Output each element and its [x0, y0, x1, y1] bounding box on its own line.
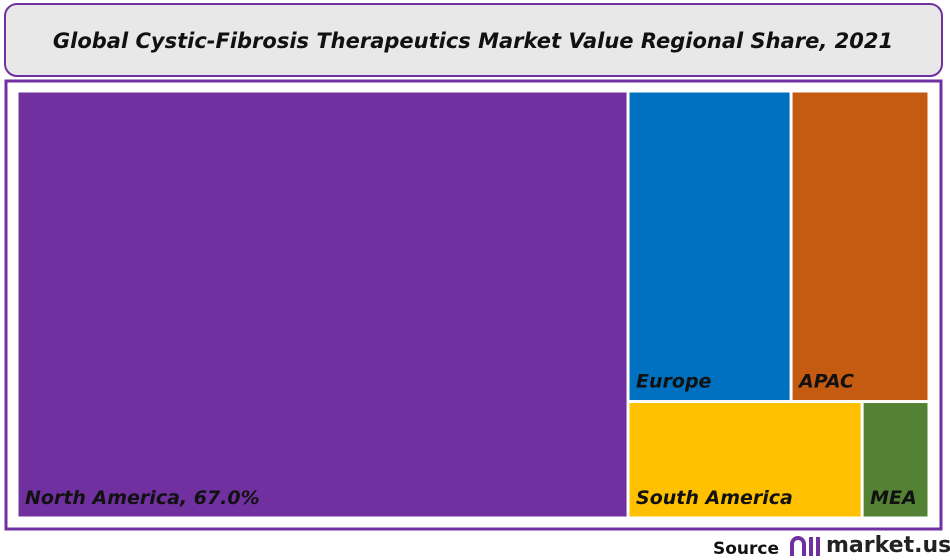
source-label: Source	[713, 539, 779, 559]
treemap-cell	[792, 92, 928, 401]
cell-label: Europe	[636, 371, 712, 393]
logo-text: market.us	[826, 533, 950, 558]
cell-label: South America	[636, 487, 793, 509]
treemap-cell	[629, 92, 790, 401]
logo-bar	[816, 537, 820, 556]
cell-label: North America, 67.0%	[25, 487, 260, 509]
logo-bar	[809, 537, 813, 556]
cell-label: MEA	[870, 487, 917, 509]
logo-arc	[790, 536, 806, 556]
title-box	[4, 3, 943, 77]
treemap-cell	[18, 92, 627, 517]
treemap: North America, 67.0% Europe APAC South Amer…	[18, 92, 928, 517]
treemap-cell	[863, 403, 928, 517]
treemap-cell	[629, 403, 861, 517]
logo-icon	[790, 536, 820, 556]
cell-label: APAC	[797, 371, 854, 393]
chart-title: Global Cystic-Fibrosis Therapeutics Mark…	[53, 29, 893, 53]
